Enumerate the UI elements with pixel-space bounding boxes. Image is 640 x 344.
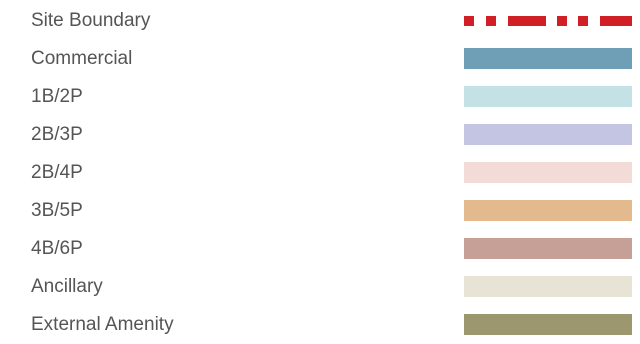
color-swatch <box>464 200 632 221</box>
color-swatch <box>464 238 632 259</box>
color-swatch <box>464 48 632 69</box>
legend-item-commercial: Commercial <box>0 40 640 78</box>
legend-item-3b5p: 3B/5P <box>0 192 640 230</box>
legend-item-ancillary: Ancillary <box>0 268 640 306</box>
color-swatch <box>464 314 632 335</box>
color-swatch <box>464 276 632 297</box>
legend-label: 2B/4P <box>31 162 83 183</box>
legend-label: 1B/2P <box>31 86 83 107</box>
legend-label: 4B/6P <box>31 238 83 259</box>
legend-item-external-amenity: External Amenity <box>0 306 640 344</box>
legend-label: 2B/3P <box>31 124 83 145</box>
legend-label: Site Boundary <box>31 10 151 31</box>
legend-label: External Amenity <box>31 314 174 335</box>
legend-item-2b3p: 2B/3P <box>0 116 640 154</box>
legend-item-site-boundary: Site Boundary <box>0 2 640 40</box>
legend-label: Ancillary <box>31 276 103 297</box>
legend-label: 3B/5P <box>31 200 83 221</box>
legend-item-4b6p: 4B/6P <box>0 230 640 268</box>
legend-item-2b4p: 2B/4P <box>0 154 640 192</box>
site-boundary-line-swatch <box>464 16 632 26</box>
legend-label: Commercial <box>31 48 133 69</box>
color-swatch <box>464 162 632 183</box>
color-swatch <box>464 86 632 107</box>
legend-item-1b2p: 1B/2P <box>0 78 640 116</box>
dash-dot-line <box>464 16 632 26</box>
color-swatch <box>464 124 632 145</box>
